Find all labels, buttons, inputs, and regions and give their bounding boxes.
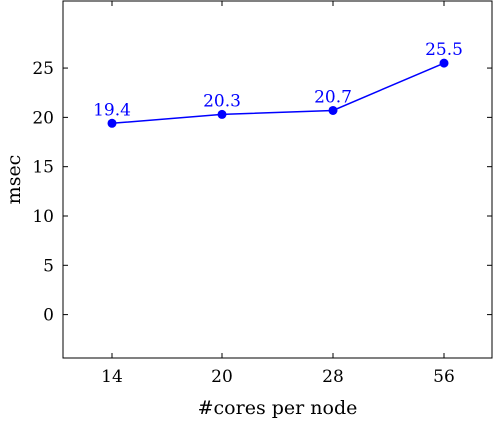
data-point	[328, 105, 338, 115]
x-tick-label: 14	[101, 367, 123, 387]
data-label: 25.5	[425, 40, 463, 60]
data-point	[439, 58, 449, 68]
series-line	[111, 62, 445, 125]
y-axis: 0 5 10 15 20 25	[32, 59, 492, 326]
y-tick-label: 25	[32, 59, 54, 79]
y-tick-label: 10	[32, 207, 54, 227]
y-tick-label: 0	[43, 306, 54, 326]
x-tick-label: 56	[433, 367, 455, 387]
series-layer: 19.4 20.3 20.7 25.5	[93, 40, 463, 128]
y-tick-label: 15	[32, 158, 54, 178]
data-point	[107, 118, 117, 128]
x-tick-label: 20	[211, 367, 233, 387]
y-tick-label: 20	[32, 108, 54, 128]
x-tick-label: 28	[322, 367, 344, 387]
data-label: 20.7	[314, 87, 352, 107]
plot-area-frame	[62, 0, 493, 359]
y-axis-label: msec	[3, 155, 25, 205]
x-axis: 14 20 28 56	[101, 1, 455, 387]
x-axis-label: #cores per node	[198, 397, 358, 419]
y-tick-label: 5	[43, 256, 54, 276]
data-label: 19.4	[93, 100, 131, 120]
data-point	[217, 109, 227, 119]
data-label: 20.3	[203, 91, 241, 111]
